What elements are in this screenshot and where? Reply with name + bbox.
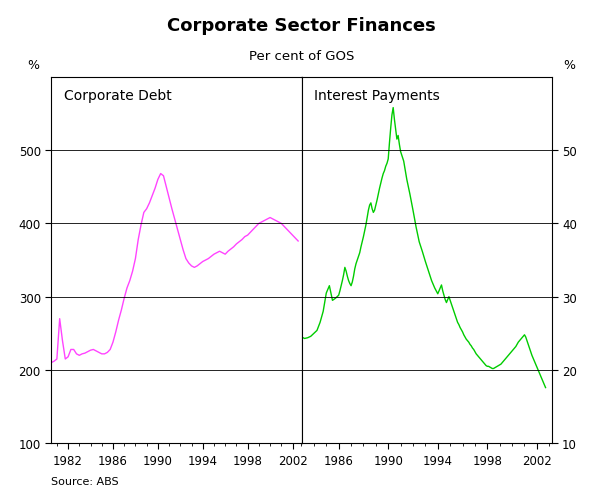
Text: Corporate Sector Finances: Corporate Sector Finances <box>167 17 436 35</box>
Text: Per cent of GOS: Per cent of GOS <box>249 50 354 63</box>
Text: Interest Payments: Interest Payments <box>314 89 440 103</box>
Text: Corporate Debt: Corporate Debt <box>64 89 171 103</box>
Text: %: % <box>28 59 40 72</box>
Text: %: % <box>563 59 575 72</box>
Text: Source: ABS: Source: ABS <box>51 476 119 486</box>
